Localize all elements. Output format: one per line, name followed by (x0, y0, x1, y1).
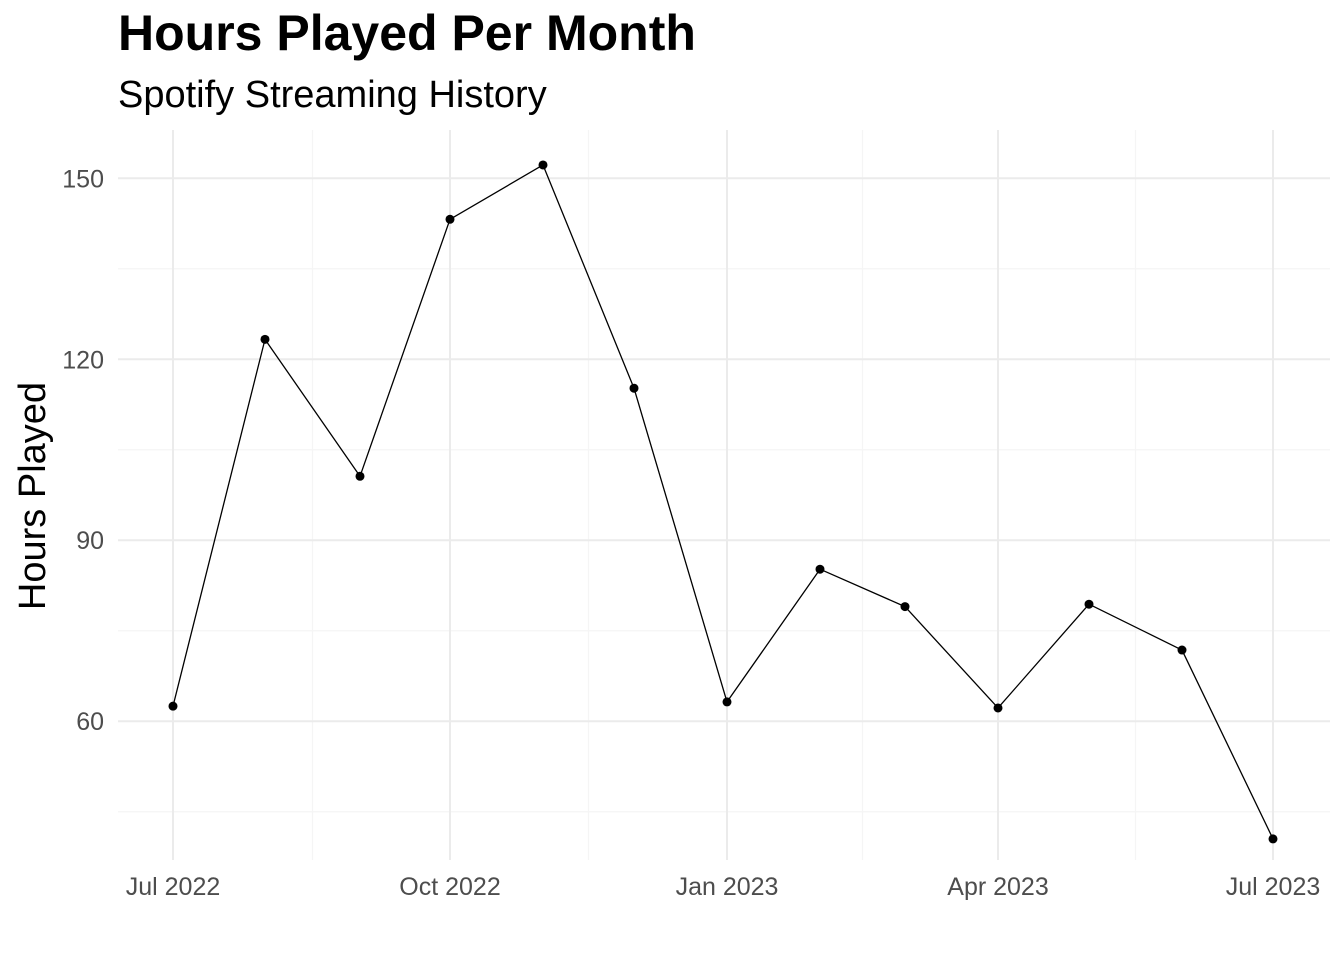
minor-gridlines (118, 130, 1330, 860)
y-tick-label: 150 (62, 165, 104, 193)
data-point (260, 334, 270, 344)
y-tick-label: 60 (76, 708, 104, 736)
y-tick-label: 120 (62, 346, 104, 374)
data-point (722, 697, 732, 707)
x-tick-label: Jan 2023 (676, 873, 779, 901)
x-tick-label: Oct 2022 (399, 873, 500, 901)
data-point (629, 383, 639, 393)
chart-subtitle: Spotify Streaming History (118, 74, 547, 116)
data-point (168, 701, 178, 711)
data-point (1268, 834, 1278, 844)
y-axis-ticks: 60 90 120 150 (62, 165, 104, 736)
chart-title: Hours Played Per Month (118, 5, 696, 61)
series-hours-played (172, 164, 1274, 840)
y-axis-title: Hours Played (12, 382, 54, 610)
data-point (993, 703, 1003, 713)
data-point (355, 471, 365, 481)
data-point (815, 564, 825, 574)
series-line (172, 164, 1274, 840)
x-tick-label: Apr 2023 (947, 873, 1048, 901)
data-points (168, 160, 1278, 844)
data-point (1084, 599, 1094, 609)
major-gridlines (118, 130, 1330, 860)
x-tick-label: Jul 2023 (1226, 873, 1321, 901)
data-point (538, 160, 548, 170)
x-tick-label: Jul 2022 (126, 873, 221, 901)
y-tick-label: 90 (76, 527, 104, 555)
x-axis-ticks: Jul 2022 Oct 2022 Jan 2023 Apr 2023 Jul 2023 (126, 873, 1321, 901)
data-point (445, 214, 455, 224)
data-point (900, 602, 910, 612)
data-point (1177, 645, 1187, 655)
